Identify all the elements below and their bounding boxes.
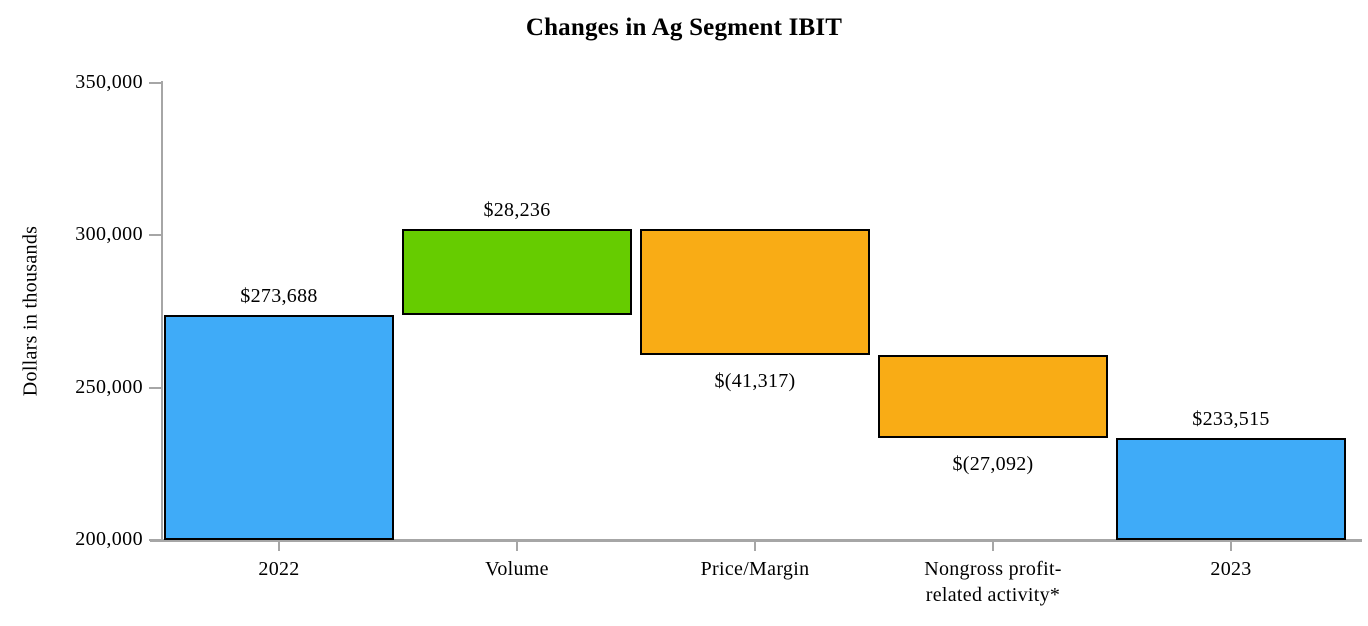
y-axis-tick-label: 300,000 xyxy=(75,223,143,246)
bar-nongross-profit-related-activity xyxy=(878,355,1108,438)
bar-value-label-nongross-profit-related-activity: $(27,092) xyxy=(952,452,1034,475)
x-axis-tick xyxy=(278,542,280,551)
bar-value-label-price-margin: $(41,317) xyxy=(714,370,796,393)
bar-volume xyxy=(402,229,632,316)
x-axis-label: Price/Margin xyxy=(700,558,810,580)
x-axis-tick xyxy=(754,542,756,551)
x-axis-tick xyxy=(1230,542,1232,551)
bar-value-label-2022: $273,688 xyxy=(240,285,318,308)
y-axis-tick xyxy=(149,386,162,389)
bar-value-label-2023: $233,515 xyxy=(1192,407,1270,430)
bar-price-margin xyxy=(640,229,870,356)
x-axis-tick xyxy=(992,542,994,551)
y-axis-tick xyxy=(149,82,162,84)
bar-2022 xyxy=(164,315,394,540)
x-axis-label: Nongross profit- related activity* xyxy=(924,558,1062,606)
x-axis-tick xyxy=(516,542,518,551)
y-axis-line xyxy=(161,81,163,540)
y-axis-tick-label: 250,000 xyxy=(75,375,143,398)
chart-title: Changes in Ag Segment IBIT xyxy=(525,14,843,41)
bar-2023 xyxy=(1116,437,1346,540)
y-axis-title: Dollars in thousands xyxy=(19,225,42,397)
y-axis-tick xyxy=(149,539,162,541)
bar-value-label-volume: $28,236 xyxy=(483,199,551,222)
y-axis-tick-label: 350,000 xyxy=(75,71,143,93)
y-axis-tick xyxy=(149,234,162,237)
x-axis-label: Volume xyxy=(485,558,549,580)
x-axis-label: 2022 xyxy=(258,558,300,580)
x-axis-line xyxy=(150,539,1362,542)
x-axis-label: 2023 xyxy=(1210,558,1252,580)
y-axis-tick-label: 200,000 xyxy=(75,528,143,550)
